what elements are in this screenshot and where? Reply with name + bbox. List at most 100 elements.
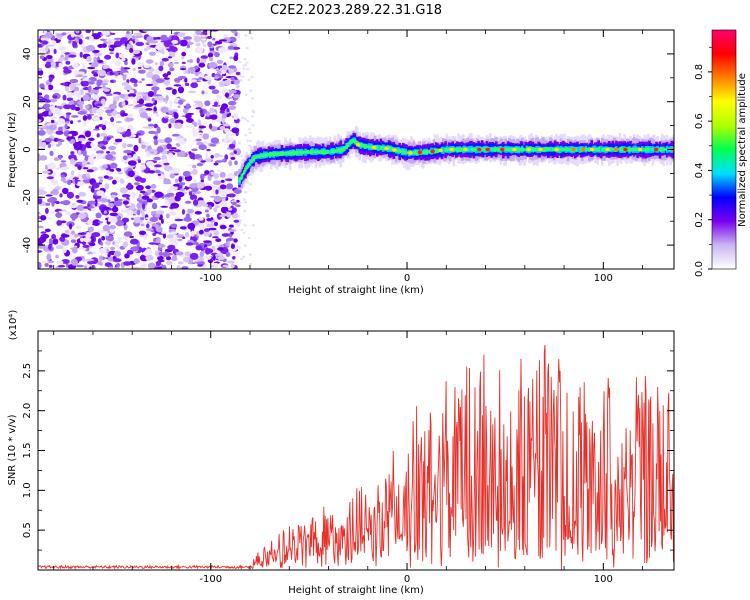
noise-speckle	[57, 118, 66, 125]
noise-speckle	[82, 80, 90, 86]
noise-speckle	[179, 226, 187, 230]
noise-speckle	[204, 109, 207, 114]
noise-speckle	[214, 75, 220, 80]
noise-speckle	[151, 211, 157, 214]
noise-speckle	[129, 235, 134, 239]
signal-band-cell	[575, 147, 578, 152]
noise-speckle	[200, 222, 204, 229]
noise-speckle	[38, 119, 42, 122]
noise-speckle	[177, 105, 181, 108]
colorbar-label: Normalized spectral amplitude	[737, 73, 748, 227]
noise-speckle	[230, 243, 235, 249]
noise-speckle	[38, 244, 46, 249]
noise-speckle	[50, 119, 55, 124]
noise-speckle	[204, 209, 209, 213]
noise-speckle	[71, 115, 79, 118]
noise-speckle	[58, 154, 62, 160]
noise-speckle	[93, 56, 98, 64]
signal-band-cell	[446, 147, 450, 152]
noise-speckle	[99, 143, 105, 147]
noise-speckle	[146, 221, 152, 224]
noise-speckle	[159, 60, 165, 67]
noise-speckle	[224, 154, 229, 161]
noise-speckle	[237, 246, 241, 250]
noise-speckle	[146, 223, 150, 229]
noise-speckle	[141, 78, 145, 81]
signal-hotspot	[589, 147, 595, 152]
noise-speckle	[86, 45, 95, 52]
noise-speckle	[156, 146, 164, 153]
noise-speckle	[156, 236, 161, 244]
noise-speckle	[63, 69, 72, 74]
noise-speckle	[210, 220, 216, 223]
noise-speckle	[114, 240, 123, 244]
noise-speckle	[112, 206, 119, 213]
noise-speckle	[86, 162, 91, 165]
noise-speckle	[244, 191, 248, 194]
noise-speckle	[60, 160, 67, 163]
noise-speckle	[113, 250, 122, 257]
noise-speckle	[174, 218, 184, 222]
noise-speckle	[142, 126, 152, 129]
noise-speckle	[82, 119, 87, 127]
noise-speckle	[45, 31, 53, 39]
noise-speckle	[165, 95, 169, 101]
noise-speckle	[38, 262, 42, 269]
noise-speckle	[74, 106, 81, 112]
noise-speckle	[165, 256, 172, 261]
signal-band-cell	[240, 174, 244, 179]
noise-speckle	[68, 133, 73, 137]
noise-speckle	[48, 196, 57, 203]
noise-speckle	[103, 210, 107, 214]
noise-speckle	[221, 233, 230, 237]
noise-speckle	[176, 265, 181, 269]
noise-speckle	[110, 32, 116, 35]
noise-speckle	[127, 160, 137, 166]
y-tick-label: 2.5	[22, 363, 33, 379]
noise-speckle	[211, 89, 220, 94]
noise-speckle	[227, 45, 235, 50]
noise-speckle	[199, 108, 204, 116]
signal-band-cell	[563, 148, 566, 151]
signal-band-cell	[364, 144, 367, 149]
noise-speckle	[104, 59, 108, 65]
noise-speckle	[198, 73, 205, 79]
noise-speckle	[65, 211, 71, 216]
signal-band-cell	[523, 148, 526, 151]
noise-speckle	[214, 160, 224, 163]
noise-speckle	[226, 260, 235, 264]
signal-band-cell	[326, 149, 330, 154]
noise-speckle	[224, 92, 230, 98]
noise-speckle	[153, 135, 158, 140]
signal-band-cell	[482, 147, 485, 152]
noise-speckle	[228, 65, 236, 69]
noise-speckle	[61, 259, 70, 264]
noise-speckle	[132, 79, 138, 84]
noise-speckle	[101, 235, 106, 241]
noise-speckle	[38, 113, 47, 117]
noise-speckle	[82, 75, 88, 78]
noise-speckle	[210, 171, 215, 175]
noise-speckle	[247, 78, 251, 81]
noise-speckle	[131, 134, 136, 138]
noise-speckle	[225, 132, 230, 138]
noise-speckle	[215, 154, 224, 157]
noise-speckle	[84, 265, 87, 269]
signal-hotspot	[571, 147, 576, 152]
noise-speckle	[185, 103, 191, 110]
colorbar: 0.0 0.2 0.4 0.6 0.8 Normalized spectral ampl…	[694, 29, 748, 277]
noise-speckle	[245, 61, 249, 64]
noise-speckle	[101, 164, 108, 169]
noise-speckle	[149, 40, 159, 44]
noise-speckle	[90, 62, 99, 68]
noise-speckle	[48, 76, 53, 83]
noise-speckle	[108, 202, 115, 208]
noise-speckle	[85, 30, 91, 34]
noise-speckle	[180, 39, 188, 47]
noise-speckle	[196, 181, 205, 189]
noise-speckle	[215, 189, 219, 195]
noise-speckle	[243, 224, 247, 227]
noise-speckle	[160, 218, 164, 224]
noise-speckle	[154, 61, 158, 66]
noise-speckle	[146, 71, 154, 78]
